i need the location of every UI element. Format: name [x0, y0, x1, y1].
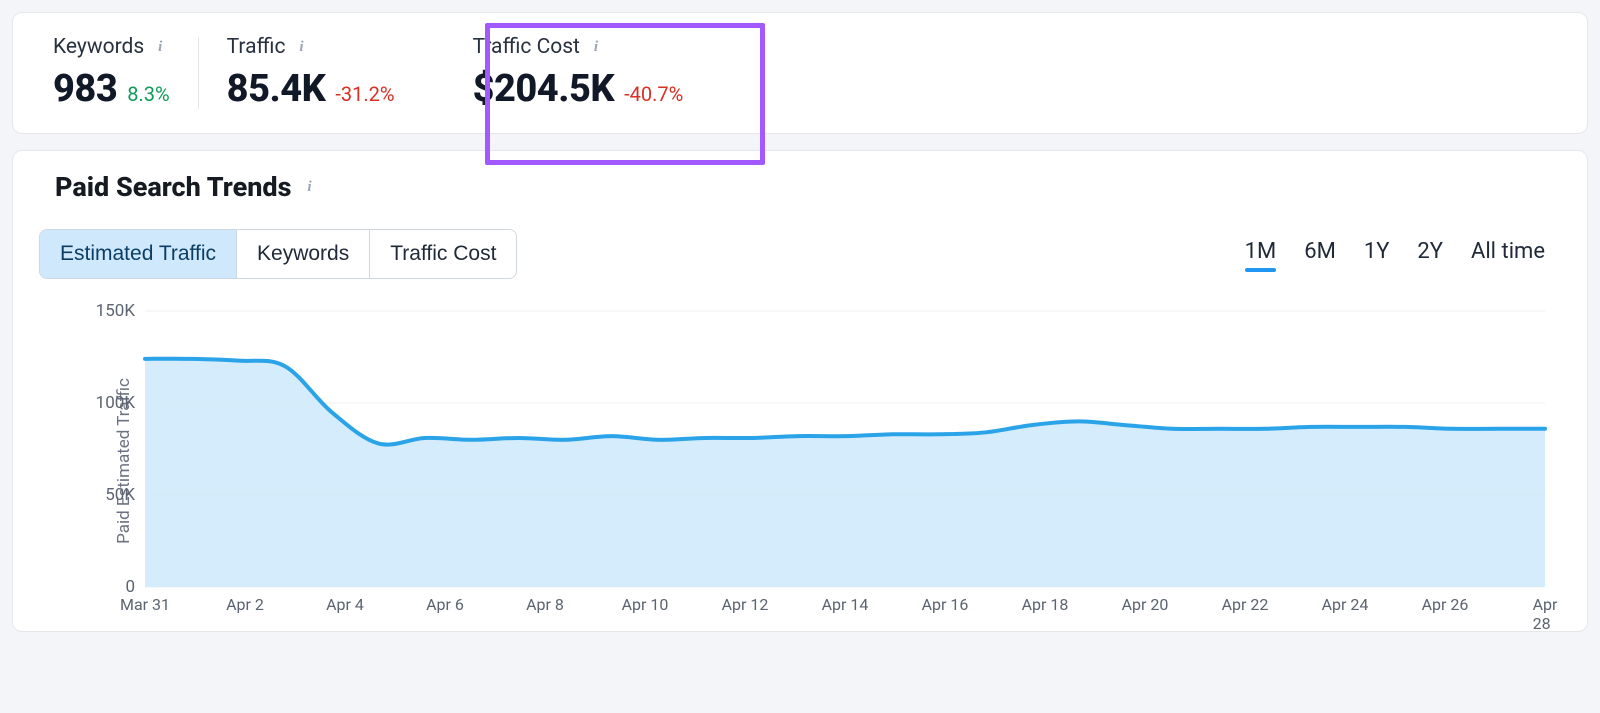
- x-tick-label: Apr 18: [1022, 595, 1069, 614]
- metric-traffic-cost-label: Traffic Cost: [473, 35, 580, 59]
- metric-keywords-value: 983: [53, 67, 117, 111]
- metric-traffic-label-row: Traffic i: [227, 35, 395, 59]
- trends-title: Paid Search Trends: [55, 171, 291, 203]
- info-icon[interactable]: i: [152, 39, 168, 55]
- metric-traffic-label: Traffic: [227, 35, 286, 59]
- range-all[interactable]: All time: [1471, 239, 1545, 270]
- metric-traffic-delta: -31.2%: [335, 82, 394, 106]
- x-tick-label: Apr 26: [1422, 595, 1469, 614]
- info-icon[interactable]: i: [293, 39, 309, 55]
- range-2y[interactable]: 2Y: [1417, 239, 1443, 270]
- metric-traffic-cost-delta: -40.7%: [624, 82, 683, 106]
- metric-keywords[interactable]: Keywords i 983 8.3%: [41, 35, 198, 111]
- x-tick-label: Apr 20: [1122, 595, 1169, 614]
- metric-keywords-label: Keywords: [53, 35, 144, 59]
- x-tick-label: Apr 14: [822, 595, 869, 614]
- info-icon[interactable]: i: [588, 39, 604, 55]
- tab-keywords[interactable]: Keywords: [237, 230, 370, 278]
- metric-traffic-value: 85.4K: [227, 67, 326, 111]
- x-tick-label: Apr 12: [722, 595, 769, 614]
- metric-traffic-value-row: 85.4K -31.2%: [227, 67, 395, 111]
- info-icon[interactable]: i: [301, 179, 317, 195]
- paid-search-trends-card: Paid Search Trends i Estimated TrafficKe…: [12, 150, 1588, 632]
- x-tick-label: Apr 6: [426, 595, 464, 614]
- x-tick-label: Apr 8: [526, 595, 564, 614]
- chart-area-fill: [145, 359, 1545, 587]
- metric-traffic[interactable]: Traffic i 85.4K -31.2%: [199, 35, 423, 111]
- range-1m[interactable]: 1M: [1245, 239, 1277, 270]
- metrics-card: Keywords i 983 8.3% Traffic i 85.4K -31.…: [12, 12, 1588, 134]
- x-tick-label: Apr 4: [326, 595, 364, 614]
- metric-keywords-delta: 8.3%: [127, 82, 169, 106]
- trends-controls-row: Estimated TrafficKeywordsTraffic Cost 1M…: [39, 229, 1561, 279]
- metric-traffic-cost-value-row: $204.5K -40.7%: [473, 67, 684, 111]
- x-tick-label: Apr 16: [922, 595, 969, 614]
- metric-traffic-cost-value: $204.5K: [473, 67, 615, 111]
- trends-range-group: 1M 6M 1Y 2Y All time: [1245, 239, 1545, 270]
- chart-svg: [45, 301, 1555, 621]
- tab-traffic_cost[interactable]: Traffic Cost: [370, 230, 516, 278]
- metric-traffic-cost[interactable]: Traffic Cost i $204.5K -40.7%: [423, 35, 712, 111]
- trends-chart: Paid Estimated Traffic 050K100K150KMar 3…: [45, 301, 1555, 621]
- range-6m[interactable]: 6M: [1304, 239, 1336, 270]
- x-tick-label: Mar 31: [120, 595, 170, 614]
- trends-title-row: Paid Search Trends i: [55, 171, 1561, 203]
- trends-tab-group: Estimated TrafficKeywordsTraffic Cost: [39, 229, 517, 279]
- x-tick-label: Apr 2: [226, 595, 264, 614]
- x-tick-label: Apr 22: [1222, 595, 1269, 614]
- tab-estimated_traffic[interactable]: Estimated Traffic: [40, 230, 237, 278]
- range-1y[interactable]: 1Y: [1364, 239, 1390, 270]
- x-tick-label: Apr 10: [622, 595, 669, 614]
- x-tick-label: Apr 24: [1322, 595, 1369, 614]
- x-tick-label: Apr 28: [1533, 595, 1558, 633]
- metric-keywords-label-row: Keywords i: [53, 35, 170, 59]
- metric-traffic-cost-label-row: Traffic Cost i: [473, 35, 684, 59]
- metric-keywords-value-row: 983 8.3%: [53, 67, 170, 111]
